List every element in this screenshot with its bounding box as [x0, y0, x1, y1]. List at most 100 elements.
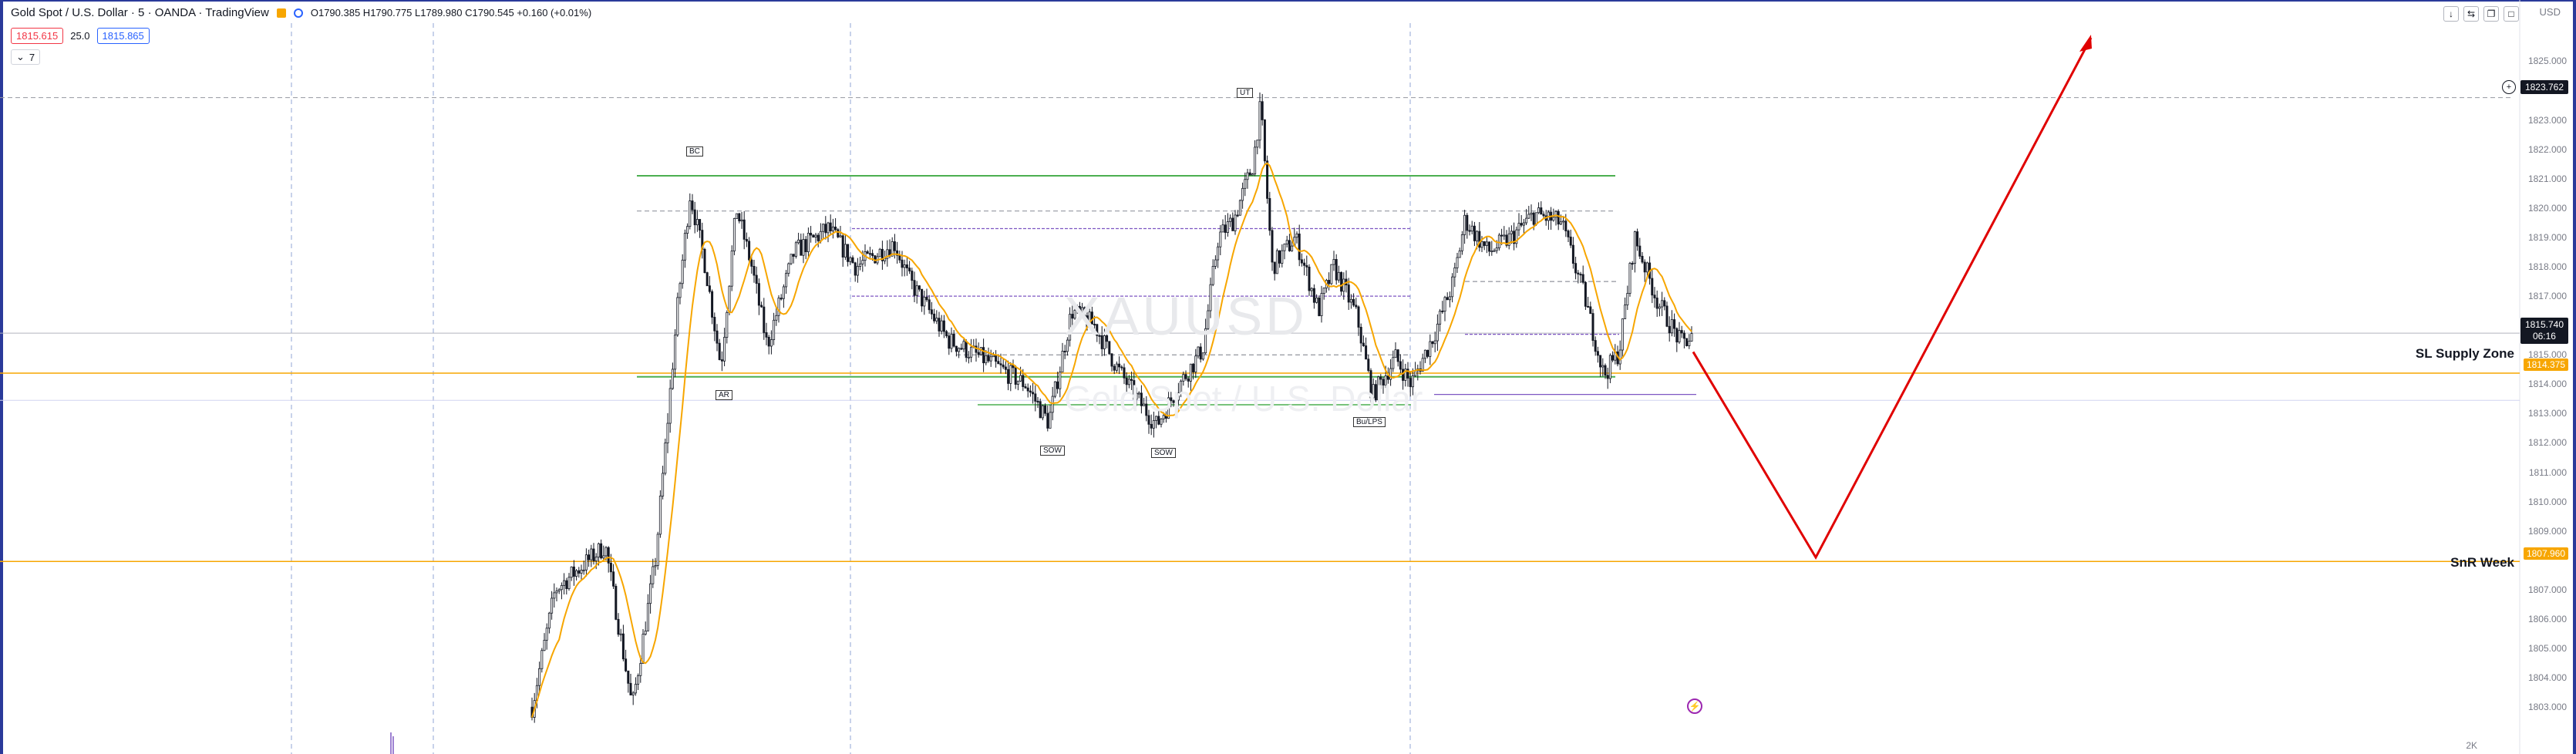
candle-body: [775, 315, 778, 321]
candle-body: [1143, 403, 1146, 406]
price-axis-label: 1809.000: [2527, 525, 2567, 537]
candle-body: [908, 268, 911, 271]
candle-body: [1431, 341, 1434, 345]
candle-body: [577, 570, 581, 574]
annotation-ut[interactable]: UT: [1237, 88, 1254, 98]
candle-body: [1234, 214, 1237, 231]
candle-body: [555, 591, 558, 594]
annotation-bu-lps[interactable]: Bu/LPS: [1353, 417, 1386, 427]
candle-body: [1377, 376, 1380, 401]
candle-body: [1470, 225, 1473, 232]
candle-body: [999, 363, 1002, 365]
candle-body: [652, 566, 655, 584]
buy-button[interactable]: 1815.865: [96, 28, 150, 44]
candle-body: [967, 356, 970, 358]
symbol-title[interactable]: Gold Spot / U.S. Dollar · 5 · OANDA · Tr…: [11, 6, 269, 19]
candle-body: [1061, 351, 1064, 372]
candle-body: [1248, 172, 1251, 176]
candle-body: [1155, 416, 1158, 421]
candle-body: [545, 628, 548, 641]
indicators-toggle[interactable]: ⌄ 7: [11, 49, 41, 65]
annotation-ar[interactable]: AR: [716, 390, 732, 400]
candle-body: [1365, 345, 1368, 360]
candle-body: [1611, 355, 1615, 361]
candle-body: [1093, 324, 1096, 326]
candle-body: [782, 286, 785, 299]
candle-body: [817, 234, 820, 241]
candle-body: [987, 355, 990, 362]
candle-body: [970, 346, 973, 358]
currency-selector[interactable]: USD: [2539, 6, 2561, 18]
candle-body: [1009, 365, 1012, 384]
candle-body: [681, 259, 684, 284]
swap-icon[interactable]: ⇆: [2463, 6, 2479, 22]
candle-body: [1638, 245, 1642, 257]
candle-body: [1587, 305, 1590, 308]
candle-body: [1002, 364, 1005, 368]
candle-body: [785, 273, 788, 288]
candle-body: [1004, 366, 1007, 370]
weekly-zone-label: SnR Week: [2450, 555, 2514, 570]
market-status-icon[interactable]: [276, 8, 286, 18]
candle-body: [644, 630, 647, 635]
candle-body: [1288, 240, 1291, 251]
arrow-down-icon[interactable]: ↓: [2443, 6, 2459, 22]
price-axis-label: 1819.000: [2527, 231, 2567, 243]
candle-body: [1552, 217, 1555, 221]
candle-body: [1567, 231, 1570, 237]
candle-body: [1439, 310, 1442, 325]
price-axis-label: 1811.000: [2528, 466, 2567, 478]
sell-button[interactable]: 1815.615: [11, 28, 64, 44]
candle-body: [1100, 335, 1103, 349]
candle-body: [1626, 293, 1629, 305]
candle-body: [1394, 349, 1397, 358]
candle-body: [745, 238, 748, 242]
maximize-icon[interactable]: □: [2504, 6, 2519, 22]
candle-body: [822, 224, 825, 232]
spread-value: 25.0: [70, 30, 90, 42]
projection-arrowhead: [2079, 35, 2092, 52]
annotation-bc[interactable]: BC: [686, 146, 703, 157]
annotation-sow-2[interactable]: SOW: [1151, 448, 1176, 458]
candle-body: [1458, 250, 1461, 258]
candle-body: [1032, 392, 1035, 395]
projection-path: [1692, 37, 2093, 560]
volume-label: 2K: [2466, 740, 2477, 751]
candle-body: [637, 675, 640, 685]
candle-body: [1118, 363, 1121, 368]
candle-body: [1661, 300, 1664, 308]
candle-body: [760, 305, 763, 308]
candle-body: [1384, 375, 1387, 385]
candle-body: [1238, 200, 1241, 216]
candle-body: [903, 264, 906, 268]
candle-body: [1241, 187, 1244, 201]
candle-body: [1310, 288, 1313, 291]
annotation-sow-1[interactable]: SOW: [1040, 446, 1065, 456]
candle-body: [1231, 217, 1234, 231]
restore-icon[interactable]: ❐: [2483, 6, 2499, 22]
data-status-icon[interactable]: [293, 8, 303, 18]
candle-body: [1367, 358, 1370, 372]
candle-body: [1453, 268, 1456, 278]
candle-body: [705, 272, 709, 287]
supply-price-badge: 1814.375: [2523, 358, 2568, 371]
candle-body: [800, 239, 803, 256]
candle-body: [765, 332, 768, 338]
candle-body: [1308, 266, 1311, 291]
lightning-icon[interactable]: ⚡: [1687, 698, 1702, 714]
candle-body: [543, 639, 546, 651]
candle-body: [797, 239, 800, 244]
bar-countdown: 06:16: [2532, 331, 2556, 342]
candle-body: [859, 263, 862, 267]
candle-body: [1414, 370, 1417, 377]
candle-body: [612, 571, 615, 587]
candle-body: [1655, 298, 1658, 309]
add-alert-icon[interactable]: +: [2502, 80, 2516, 94]
candle-body: [1133, 380, 1136, 400]
candle-body: [1026, 387, 1029, 392]
candle-body: [1500, 234, 1504, 237]
candle-body: [1446, 297, 1449, 301]
candle-body: [1291, 245, 1294, 251]
candle-body: [1083, 307, 1086, 316]
